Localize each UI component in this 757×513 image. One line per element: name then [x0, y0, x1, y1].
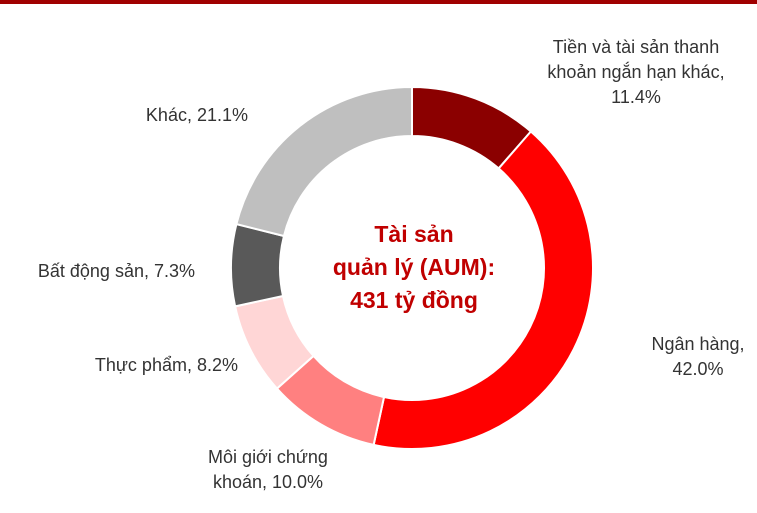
slice-label: 11.4%: [611, 87, 661, 107]
donut-segment: [372, 130, 594, 450]
slice-label: Thực phẩm, 8.2%: [95, 355, 238, 375]
slice-label: khoản ngắn hạn khác,: [547, 61, 724, 82]
top-bar: [0, 0, 757, 4]
donut-segment: [230, 222, 286, 308]
slice-label: Tiền và tài sản thanh: [553, 37, 719, 57]
slice-label: Môi giới chứng: [208, 447, 328, 467]
slice-label: Bất động sản, 7.3%: [38, 261, 195, 281]
center-label: 431 tỷ đồng: [350, 287, 478, 313]
slice-label: 42.0%: [672, 359, 723, 379]
donut-segment: [235, 85, 413, 238]
slice-label: khoán, 10.0%: [213, 472, 323, 492]
slice-label: Ngân hàng,: [651, 334, 744, 354]
center-label: quản lý (AUM):: [333, 254, 495, 280]
slice-label: Khác, 21.1%: [146, 105, 248, 125]
center-label: Tài sản: [374, 221, 453, 247]
